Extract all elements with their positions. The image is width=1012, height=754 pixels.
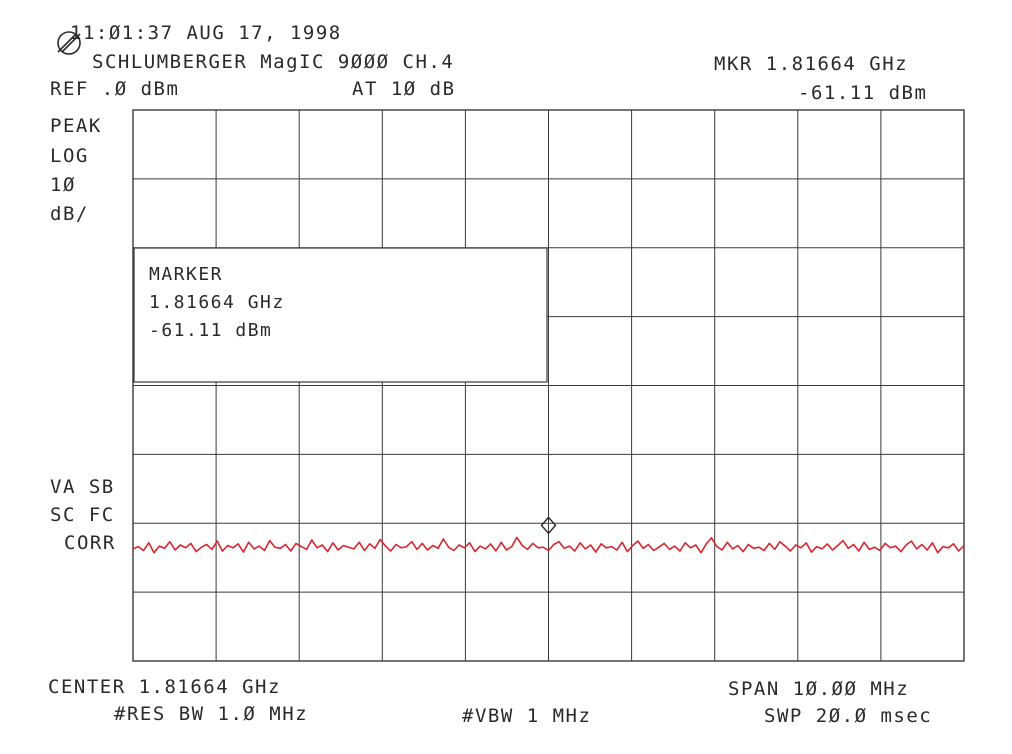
scale-type-label: LOG: [50, 145, 89, 167]
center-frequency: CENTER 1.81664 GHz: [48, 676, 281, 698]
instrument-name: SCHLUMBERGER MagIC 9ØØØ CH.4: [92, 51, 455, 73]
corr-label: CORR: [64, 532, 116, 554]
detector-label: PEAK: [50, 115, 102, 137]
sc-fc-label: SC FC: [50, 504, 115, 526]
trace-line: [132, 536, 965, 554]
scale-value-label: 1Ø: [50, 174, 76, 196]
ref-level: REF .Ø dBm: [50, 78, 180, 100]
hp-logo-icon: [57, 31, 81, 55]
marker-box: [133, 247, 548, 383]
frequency-span: SPAN 1Ø.ØØ MHz: [728, 678, 910, 700]
scale-unit-label: dB/: [50, 203, 89, 225]
marker-level-readout: -61.11 dBm: [798, 82, 928, 104]
marker-box-frequency: 1.81664 GHz: [149, 292, 285, 313]
marker-box-title: MARKER: [149, 264, 224, 285]
marker-box-level: -61.11 dBm: [149, 320, 273, 341]
attenuation: AT 1Ø dB: [352, 78, 456, 100]
resolution-bandwidth: #RES BW 1.Ø MHz: [114, 703, 309, 725]
marker-diamond-icon: [540, 516, 557, 535]
sweep-time: SWP 2Ø.Ø msec: [764, 705, 933, 727]
timestamp: 11:Ø1:37 AUG 17, 1998: [70, 22, 342, 44]
video-bandwidth: #VBW 1 MHz: [462, 705, 592, 727]
graticule: [132, 109, 965, 662]
marker-frequency-readout: MKR 1.81664 GHz: [714, 53, 909, 75]
va-sb-label: VA SB: [50, 476, 115, 498]
